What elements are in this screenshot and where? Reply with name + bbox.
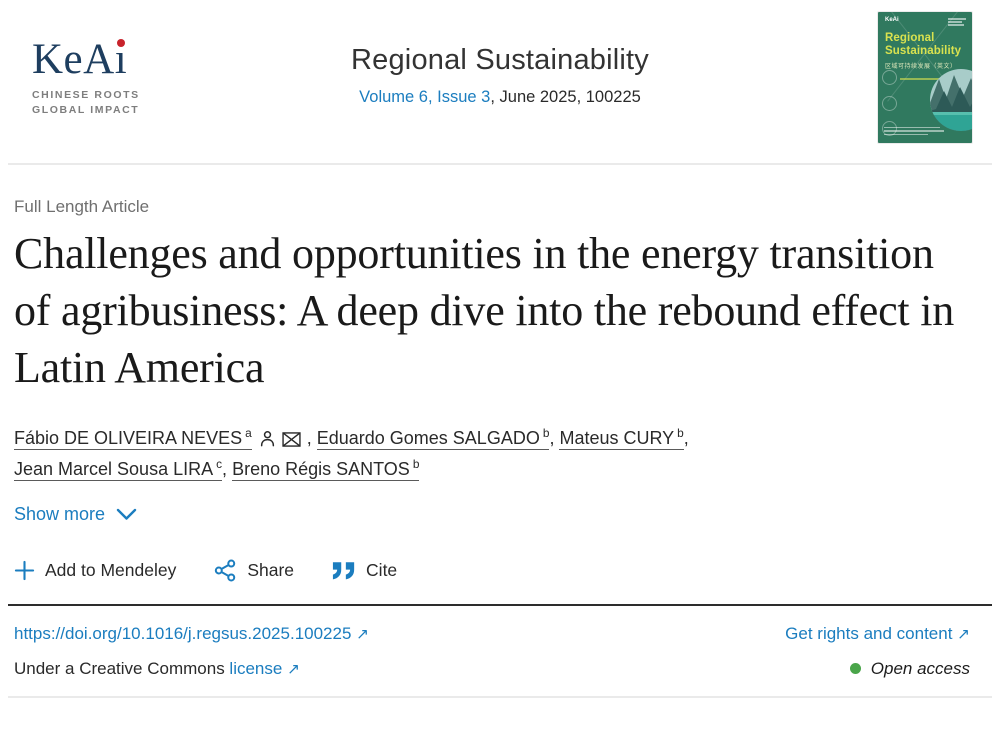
- author-separator: ,: [549, 427, 560, 448]
- volume-issue-link[interactable]: Volume 6, Issue 3: [359, 88, 491, 106]
- journal-cover-thumbnail[interactable]: KeAi Regional Sustainability 区域可持续发展（英文）: [878, 12, 972, 143]
- cite-button[interactable]: Cite: [332, 560, 397, 581]
- add-to-mendeley-label: Add to Mendeley: [45, 559, 177, 580]
- chevron-down-icon: [116, 508, 137, 520]
- cover-volume-text: [900, 78, 958, 80]
- author-separator: ,: [683, 427, 689, 448]
- metadata-divider: [8, 603, 992, 606]
- external-link-icon: ↗: [356, 624, 369, 643]
- keai-red-dot: [116, 39, 125, 47]
- article-header-region: Full Length Article Challenges and oppor…: [0, 197, 1000, 699]
- open-access-dot-icon: [849, 663, 861, 675]
- plus-icon: [14, 560, 35, 580]
- open-access-badge: Open access: [849, 658, 970, 679]
- keai-wordmark: KeAı: [32, 36, 128, 83]
- journal-title-link[interactable]: Regional Sustainability: [351, 44, 649, 76]
- author-affiliation-sup: b: [542, 425, 550, 440]
- cover-chinese-subtitle: 区域可持续发展（英文）: [885, 64, 957, 70]
- doi-row: https://doi.org/10.1016/j.regsus.2025.10…: [14, 624, 970, 644]
- author-affiliation-sup: b: [677, 425, 684, 440]
- envelope-icon[interactable]: [282, 431, 301, 447]
- person-icon: [260, 430, 274, 446]
- keai-tagline: CHINESE ROOTS GLOBAL IMPACT: [32, 89, 140, 116]
- cover-publisher-text: [948, 18, 966, 27]
- author-link[interactable]: Mateus CURY b: [559, 425, 684, 450]
- action-toolbar: Add to Mendeley Share Cite: [14, 559, 970, 582]
- quote-icon: [332, 561, 355, 579]
- page-header: KeAı CHINESE ROOTS GLOBAL IMPACT Regiona…: [0, 0, 1000, 153]
- author-separator: ,: [222, 459, 233, 480]
- author-link[interactable]: Jean Marcel Sousa LIRA c: [14, 457, 223, 482]
- open-access-label: Open access: [870, 658, 970, 678]
- bottom-divider: [8, 696, 992, 699]
- share-button[interactable]: Share: [214, 559, 294, 582]
- cover-footer-text: [884, 126, 944, 138]
- author-separator: ,: [306, 427, 317, 448]
- article-title: Challenges and opportunities in the ener…: [14, 229, 955, 393]
- keai-publisher-logo[interactable]: KeAı CHINESE ROOTS GLOBAL IMPACT: [32, 38, 140, 117]
- share-icon: [215, 559, 236, 582]
- citation-date: , June 2025, 100225: [490, 88, 641, 106]
- author-link[interactable]: Fábio DE OLIVEIRA NEVES a: [14, 425, 252, 450]
- get-rights-link[interactable]: Get rights and content ↗: [785, 623, 970, 643]
- license-link[interactable]: license ↗: [229, 659, 300, 679]
- doi-link[interactable]: https://doi.org/10.1016/j.regsus.2025.10…: [14, 623, 369, 643]
- author-line-2: Jean Marcel Sousa LIRA c, Breno Régis SAN…: [14, 454, 970, 486]
- show-more-label: Show more: [14, 503, 106, 524]
- cover-mountain-photo: [930, 69, 972, 131]
- license-row: Under a Creative Commons license ↗ Open …: [14, 659, 970, 680]
- journal-header: Regional Sustainability Volume 6, Issue …: [0, 0, 1000, 107]
- author-list: Fábio DE OLIVEIRA NEVES a, Eduardo Gomes …: [14, 423, 970, 486]
- author-line-1: Fábio DE OLIVEIRA NEVES a, Eduardo Gomes …: [14, 423, 970, 455]
- author-affiliation-sup: b: [412, 457, 420, 472]
- external-link-icon: ↗: [287, 660, 300, 679]
- article-type-label: Full Length Article: [14, 197, 150, 216]
- header-divider: [8, 163, 992, 165]
- cite-label: Cite: [366, 559, 398, 580]
- creative-commons-text: Under a Creative Commons license ↗: [14, 659, 300, 679]
- author-link[interactable]: Breno Régis SANTOS b: [232, 457, 420, 482]
- cover-ring-icon: [882, 96, 897, 111]
- share-label: Share: [247, 559, 295, 580]
- cover-journal-title: Regional Sustainability: [885, 32, 962, 57]
- journal-citation: Volume 6, Issue 3, June 2025, 100225: [0, 88, 1000, 107]
- show-more-button[interactable]: Show more: [14, 504, 137, 525]
- cover-ring-icon: [882, 121, 897, 136]
- external-link-icon: ↗: [957, 624, 970, 643]
- author-link[interactable]: Eduardo Gomes SALGADO b: [316, 425, 550, 450]
- author-affiliation-sup: c: [216, 457, 223, 472]
- cover-keai-brand: KeAi: [885, 17, 899, 23]
- add-to-mendeley-button[interactable]: Add to Mendeley: [14, 560, 176, 581]
- author-affiliation-sup: a: [245, 425, 252, 440]
- cover-ring-icon: [882, 70, 897, 85]
